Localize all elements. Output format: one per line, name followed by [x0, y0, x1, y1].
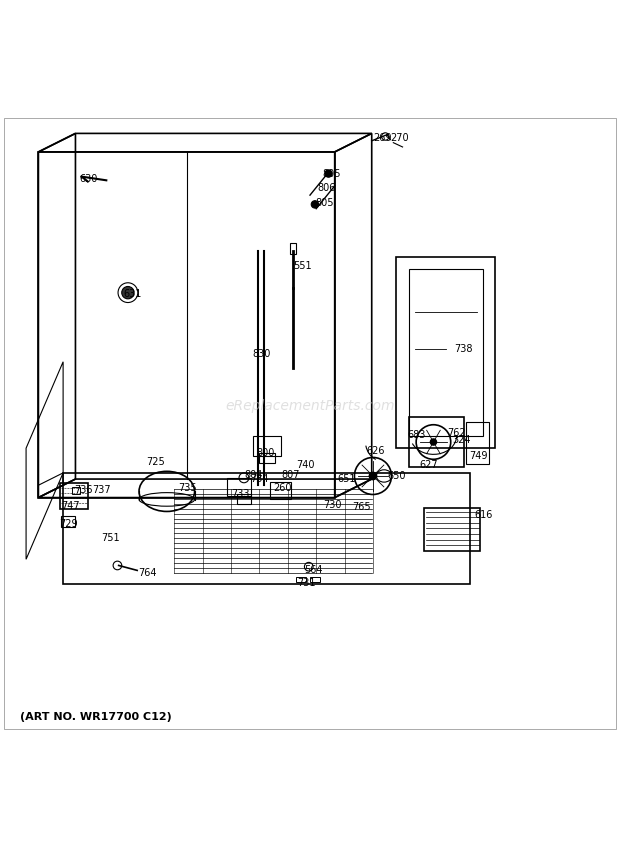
Circle shape: [430, 439, 436, 446]
Text: 651: 651: [338, 474, 356, 484]
Text: 805: 805: [322, 169, 341, 179]
Text: 804: 804: [244, 470, 262, 479]
Text: (ART NO. WR17700 C12): (ART NO. WR17700 C12): [20, 712, 172, 722]
Text: 731: 731: [298, 578, 316, 588]
Circle shape: [311, 201, 319, 208]
Text: 729: 729: [59, 519, 78, 529]
Text: 807: 807: [281, 470, 299, 480]
Text: 749: 749: [469, 451, 488, 461]
Text: 737: 737: [92, 484, 111, 495]
Bar: [253, 436, 281, 456]
Circle shape: [122, 286, 134, 299]
Text: 765: 765: [352, 501, 371, 512]
Text: 800: 800: [257, 448, 275, 458]
Text: 735: 735: [179, 484, 197, 493]
Text: 626: 626: [367, 446, 385, 457]
Text: 630: 630: [80, 174, 98, 184]
Text: 683: 683: [407, 430, 425, 440]
Text: 269: 269: [374, 133, 392, 143]
Bar: [409, 418, 464, 467]
Circle shape: [370, 473, 377, 479]
Bar: [259, 453, 275, 463]
Text: 734: 734: [250, 474, 268, 484]
Text: 764: 764: [138, 567, 156, 578]
Text: 762: 762: [448, 429, 466, 439]
Text: 324: 324: [452, 435, 471, 446]
Bar: [237, 495, 250, 504]
Bar: [290, 242, 296, 254]
Text: 805: 805: [315, 197, 334, 208]
Bar: [424, 508, 480, 551]
Text: eReplacementParts.com: eReplacementParts.com: [225, 399, 395, 413]
Text: 806: 806: [317, 183, 336, 193]
Bar: [61, 516, 75, 527]
Text: 830: 830: [252, 349, 270, 359]
Text: 738: 738: [454, 345, 472, 354]
Text: 551: 551: [293, 261, 312, 271]
Text: 650: 650: [387, 471, 405, 481]
Bar: [310, 577, 320, 582]
Bar: [270, 481, 291, 499]
Text: 627: 627: [420, 461, 438, 470]
Bar: [60, 483, 88, 509]
Text: 747: 747: [61, 501, 80, 511]
Text: 616: 616: [475, 510, 494, 520]
Text: 631: 631: [123, 289, 142, 299]
Text: 740: 740: [296, 461, 315, 470]
Bar: [227, 478, 251, 496]
Text: 736: 736: [74, 484, 93, 495]
Text: 260: 260: [273, 484, 291, 493]
Text: 270: 270: [390, 133, 409, 143]
Text: 751: 751: [100, 533, 119, 543]
Circle shape: [325, 169, 332, 177]
Bar: [466, 422, 489, 463]
Text: 730: 730: [324, 500, 342, 510]
Text: 564: 564: [304, 565, 322, 575]
Bar: [296, 577, 306, 582]
Text: 733: 733: [232, 490, 250, 500]
Text: 725: 725: [146, 457, 165, 468]
Bar: [73, 487, 80, 495]
